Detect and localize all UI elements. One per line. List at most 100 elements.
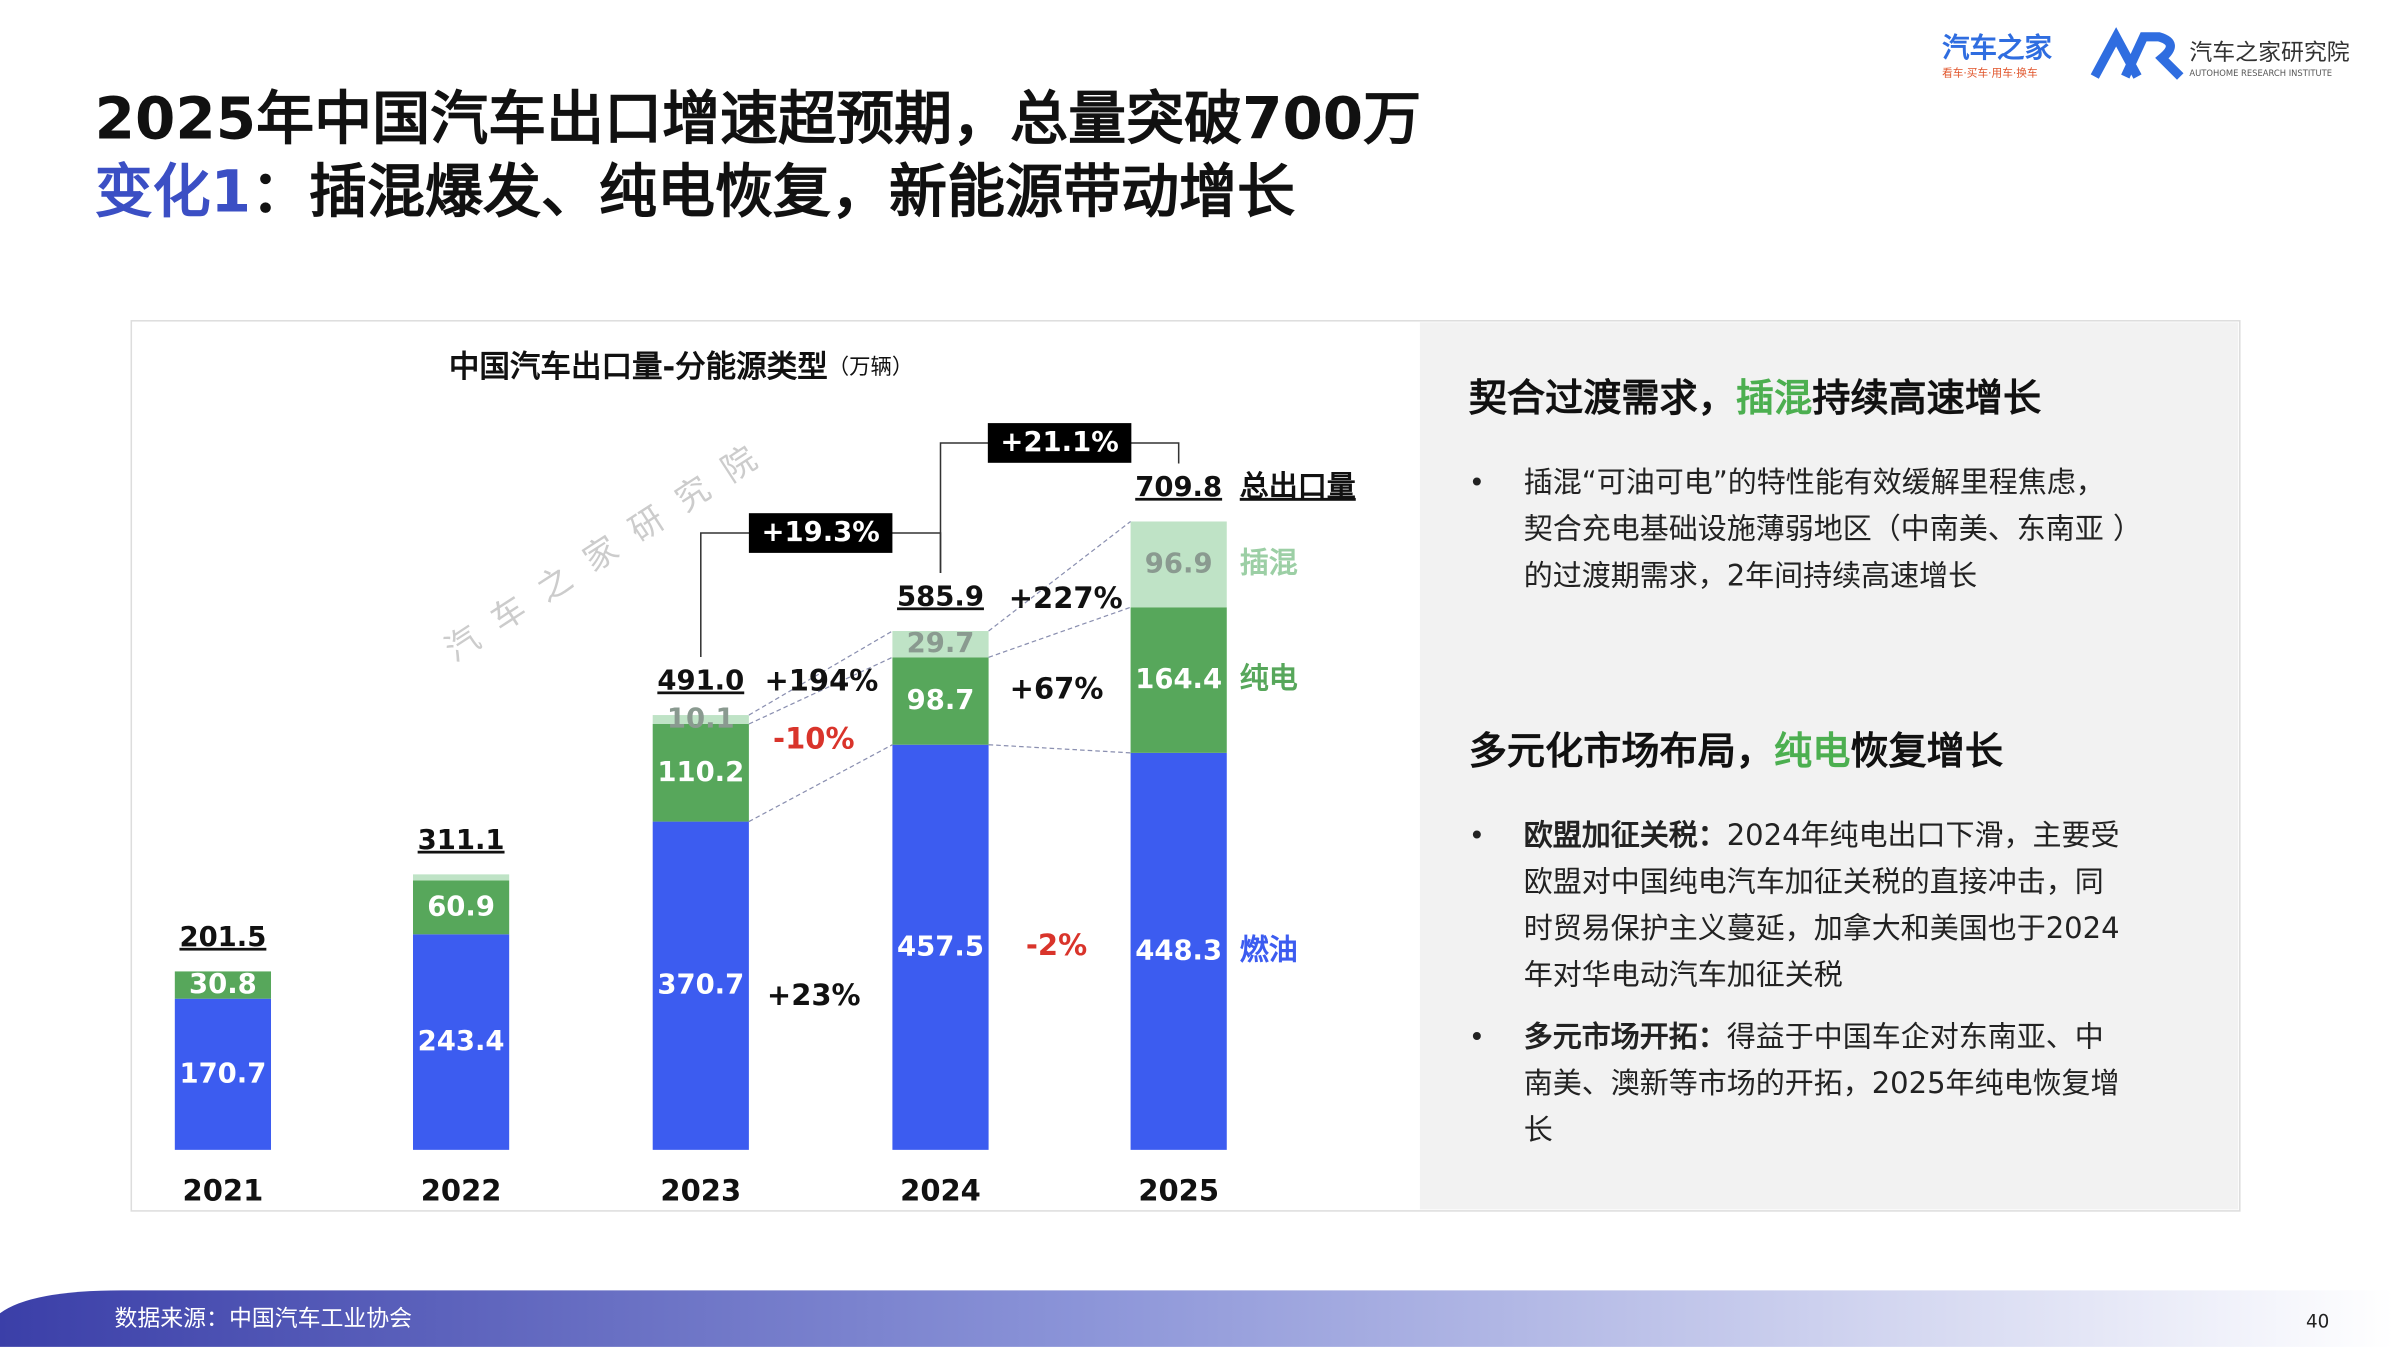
growth-annotation: +194% [764, 664, 878, 698]
brand-slogan: 看车·买车·用车·换车 [1942, 66, 2038, 79]
institute-en: AUTOHOME RESEARCH INSTITUTE [2189, 68, 2332, 78]
chart-unit: （万辆） [828, 355, 913, 380]
growth-box-label: +19.3% [761, 516, 879, 548]
bar-segment [652, 821, 749, 1150]
heading-part: 多元化市场布局， [1469, 728, 1774, 772]
connector [988, 606, 1131, 658]
total-label: 201.5 [179, 921, 266, 953]
bullet-text: 南美、澳新等市场的开拓，2025年纯电恢复增 [1524, 1066, 2120, 1100]
growth-annotation: +227% [1009, 581, 1123, 615]
value-label: 98.7 [907, 684, 975, 716]
title: 2025年中国汽车出口增速超预期，总量突破700万 [95, 84, 1422, 152]
connector [748, 630, 893, 716]
subtitle-highlight: 变化1 [95, 158, 251, 226]
value-label: 60.9 [427, 890, 495, 922]
heading-part: 恢复增长 [1850, 728, 2003, 772]
bullet-bold: 欧盟加征关税： [1524, 818, 1727, 852]
panel-heading: 契合过渡需求，插混持续高速增长 [1469, 376, 2042, 420]
bullet-text: 2024年纯电出口下滑，主要受 [1727, 818, 2120, 852]
chart-title: 中国汽车出口量-分能源类型（万辆） [449, 350, 913, 385]
bullet-bold: 多元市场开拓： [1524, 1019, 1727, 1053]
bullet-text: 得益于中国车企对东南亚、中 [1727, 1019, 2104, 1053]
bullet-dot: • [1469, 467, 1485, 499]
x-tick-label: 2025 [1138, 1174, 1219, 1208]
footer-bar [0, 1290, 2394, 1347]
value-label: 29.7 [907, 627, 975, 659]
bar-segment [1130, 607, 1227, 753]
bar-segment [412, 934, 510, 1150]
connector [988, 520, 1131, 632]
bar-segment [652, 715, 749, 725]
bar-segment [892, 744, 989, 1150]
bullet-line: 南美、澳新等市场的开拓，2025年纯电恢复增 [1524, 1066, 2120, 1100]
bullet-text: 长 [1524, 1113, 1553, 1147]
value-label: 448.3 [1135, 934, 1222, 966]
bar-segment [892, 631, 989, 658]
bar-segment [892, 657, 989, 745]
bar-segment [1130, 521, 1227, 608]
total-label: 491.0 [657, 664, 744, 696]
total-label: 311.1 [418, 824, 505, 856]
totals-name: 总出口量 [1240, 469, 1356, 503]
growth-annotation: +67% [1010, 671, 1104, 705]
bar-segment [412, 880, 510, 935]
bullet-text: 时贸易保护主义蔓延，加拿大和美国也于2024 [1524, 911, 2120, 945]
bullet-text: 年对华电动汽车加征关税 [1524, 958, 1843, 992]
growth-box [987, 423, 1132, 463]
bullet-line: 长 [1524, 1113, 1553, 1147]
series-label: 插混 [1240, 545, 1298, 579]
value-label: 110.2 [657, 756, 744, 788]
heading-part: 纯电 [1774, 728, 1850, 772]
panel-bg [1419, 322, 2239, 1210]
growth-annotation: +23% [767, 978, 861, 1012]
bullet-text: 插混“可油可电”的特性能有效缓解里程焦虑， [1524, 465, 2105, 499]
bullet-line: 欧盟对中国纯电汽车加征关税的直接冲击，同 [1524, 864, 2104, 898]
value-label: 164.4 [1135, 663, 1222, 695]
value-label: 170.7 [179, 1057, 266, 1089]
x-tick-label: 2023 [660, 1174, 741, 1208]
value-label: 457.5 [897, 930, 984, 962]
heading-part: 插混 [1736, 376, 1812, 420]
value-label: 370.7 [657, 969, 744, 1001]
bullet-dot: • [1469, 1021, 1485, 1053]
page-number: 40 [2306, 1311, 2329, 1332]
bullet-text: 契合充电基础设施薄弱地区（中南美、东南亚 ） [1524, 512, 2142, 546]
heading-part: 持续高速增长 [1812, 376, 2042, 420]
x-tick-label: 2024 [900, 1174, 981, 1208]
connector [748, 656, 893, 725]
series-label: 纯电 [1240, 661, 1298, 695]
chart-title-text: 中国汽车出口量-分能源类型 [449, 350, 828, 385]
bar-segment [174, 998, 272, 1150]
bar-segment [412, 874, 510, 881]
growth-annotation: -10% [773, 722, 854, 756]
connector [748, 744, 893, 823]
bar-segment [1130, 752, 1227, 1150]
bullet-dot: • [1469, 820, 1485, 852]
bullet-line: 时贸易保护主义蔓延，加拿大和美国也于2024 [1524, 911, 2120, 945]
growth-box [748, 513, 893, 553]
institute-logo: 汽车之家研究院 [2189, 40, 2349, 66]
bullet-line: 的过渡期需求，2年间持续高速增长 [1524, 558, 1977, 592]
value-label: 10.1 [667, 703, 735, 735]
growth-annotation: -2% [1026, 928, 1087, 962]
bullet-line: 年对华电动汽车加征关税 [1524, 958, 1843, 992]
bar-segment [174, 971, 272, 999]
bullet-text: 的过渡期需求，2年间持续高速增长 [1524, 558, 1977, 592]
bullet-line: 欧盟加征关税：2024年纯电出口下滑，主要受 [1524, 818, 2120, 852]
footer-source: 数据来源：中国汽车工业协会 [115, 1306, 413, 1332]
bar-segment [652, 724, 749, 822]
growth-box-label: +21.1% [1000, 426, 1118, 458]
institute-icon [2090, 27, 2184, 80]
total-label: 709.8 [1135, 471, 1222, 503]
heading-part: 契合过渡需求， [1469, 376, 1736, 420]
panel-heading: 多元化市场布局，纯电恢复增长 [1469, 728, 2004, 772]
bullet-line: 多元市场开拓：得益于中国车企对东南亚、中 [1524, 1019, 2104, 1053]
bullet-line: 契合充电基础设施薄弱地区（中南美、东南亚 ） [1524, 512, 2142, 546]
connector [988, 744, 1131, 754]
x-tick-label: 2022 [421, 1174, 502, 1208]
value-label: 243.4 [418, 1025, 505, 1057]
bullet-text: 欧盟对中国纯电汽车加征关税的直接冲击，同 [1524, 864, 2104, 898]
value-label: 96.9 [1145, 547, 1213, 579]
